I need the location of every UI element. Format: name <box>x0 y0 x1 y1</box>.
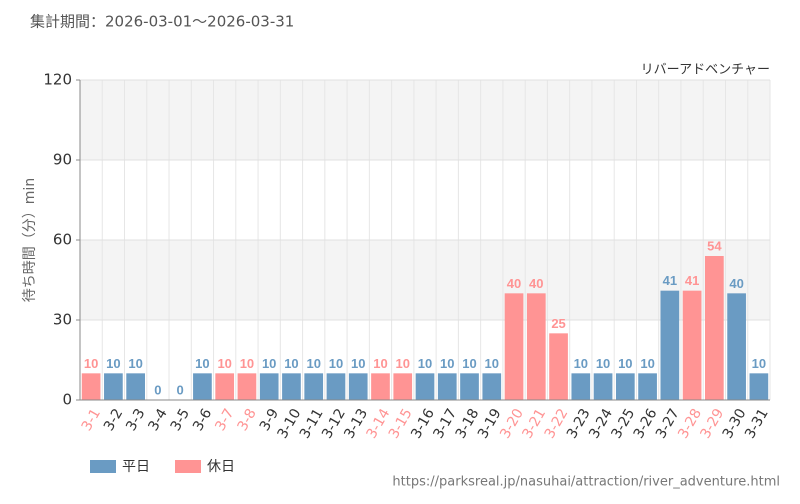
data-label: 40 <box>507 276 521 291</box>
data-label: 41 <box>663 273 677 288</box>
chart-title: 集計期間：2026-03-01〜2026-03-31 <box>30 13 294 31</box>
x-tick-label: 3-2 <box>101 406 126 434</box>
bar <box>282 373 301 400</box>
x-tick-label: 3-3 <box>123 406 148 434</box>
bar <box>460 373 479 400</box>
x-tick-label: 3-31 <box>742 406 772 442</box>
data-label: 0 <box>177 382 184 397</box>
bar <box>104 373 123 400</box>
data-label: 10 <box>262 356 276 371</box>
data-label: 10 <box>574 356 588 371</box>
bar <box>81 373 101 400</box>
y-tick-label: 0 <box>62 391 72 409</box>
bar <box>727 293 746 400</box>
data-label: 10 <box>485 356 499 371</box>
y-tick-label: 30 <box>53 311 72 329</box>
chart-subtitle: リバーアドベンチャー <box>641 63 770 78</box>
y-tick-label: 90 <box>53 151 72 169</box>
data-label: 40 <box>529 276 543 291</box>
data-label: 40 <box>729 276 743 291</box>
x-tick-label: 3-4 <box>146 406 171 434</box>
bar <box>749 373 769 400</box>
data-label: 54 <box>707 238 722 253</box>
bar <box>215 373 235 400</box>
bar <box>705 256 724 400</box>
bar <box>259 373 279 400</box>
bar <box>304 373 324 400</box>
x-tick-label: 3-5 <box>168 406 193 434</box>
x-tick-label: 3-1 <box>79 406 104 434</box>
x-tick-label: 3-7 <box>212 406 237 434</box>
data-label: 41 <box>685 273 699 288</box>
data-label: 10 <box>84 356 98 371</box>
bar <box>326 373 346 400</box>
legend-swatch <box>175 460 201 473</box>
bar <box>482 373 502 400</box>
data-label: 10 <box>329 356 343 371</box>
x-tick-label: 3-6 <box>190 406 215 434</box>
plot-band <box>80 240 770 320</box>
bar <box>193 373 212 400</box>
data-label: 10 <box>351 356 365 371</box>
bar <box>526 293 546 400</box>
bar <box>638 373 657 400</box>
bar <box>126 373 145 400</box>
legend-swatch <box>90 460 116 473</box>
data-label: 10 <box>396 356 410 371</box>
bar <box>348 373 368 400</box>
data-label: 10 <box>640 356 654 371</box>
bar <box>682 290 702 400</box>
data-label: 10 <box>240 356 254 371</box>
bar <box>415 373 435 400</box>
data-label: 10 <box>128 356 142 371</box>
source: https://parksreal.jp/nasuhai/attraction/… <box>392 475 780 490</box>
plot-band <box>80 80 770 160</box>
data-label: 10 <box>752 356 766 371</box>
data-label: 25 <box>551 316 565 331</box>
data-label: 10 <box>373 356 387 371</box>
y-tick-label: 60 <box>53 231 72 249</box>
bar <box>571 373 591 400</box>
y-axis-label: 待ち時間（分）min <box>22 178 38 302</box>
bar <box>593 373 613 400</box>
y-tick-label: 120 <box>43 71 72 89</box>
data-label: 10 <box>462 356 476 371</box>
data-label: 10 <box>440 356 454 371</box>
data-label: 0 <box>154 382 161 397</box>
bar <box>504 293 524 400</box>
data-label: 10 <box>596 356 610 371</box>
data-label: 10 <box>195 356 209 371</box>
data-label: 10 <box>418 356 432 371</box>
data-label: 10 <box>618 356 632 371</box>
data-label: 10 <box>306 356 320 371</box>
data-label: 10 <box>284 356 298 371</box>
data-label: 10 <box>106 356 120 371</box>
data-label: 10 <box>217 356 231 371</box>
bar <box>371 373 390 400</box>
bar <box>660 290 680 400</box>
bar <box>237 373 257 400</box>
bar <box>393 373 413 400</box>
legend-label: 平日 <box>122 459 150 475</box>
bar <box>437 373 457 400</box>
bar <box>615 373 635 400</box>
legend-label: 休日 <box>207 459 235 475</box>
x-tick-label: 3-8 <box>235 406 260 434</box>
bar <box>549 333 568 400</box>
